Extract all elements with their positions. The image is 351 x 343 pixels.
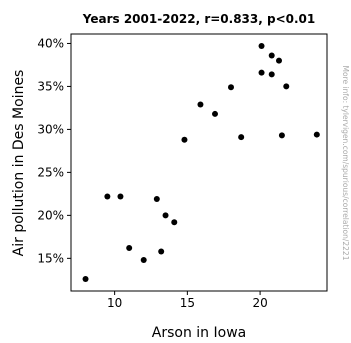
data-point: [171, 219, 178, 226]
data-point: [126, 245, 133, 252]
y-tick-label: 15%: [37, 251, 64, 265]
y-tick-label: 30%: [37, 122, 64, 136]
x-tick-label: 10: [107, 296, 122, 310]
y-tick-label: 20%: [37, 208, 64, 222]
data-point: [278, 132, 285, 139]
data-point: [153, 196, 160, 203]
data-point: [313, 131, 320, 138]
chart-title: Years 2001-2022, r=0.833, p<0.01: [82, 12, 316, 26]
data-point: [181, 136, 188, 143]
data-point: [258, 69, 265, 76]
data-point: [276, 57, 282, 64]
data-point: [162, 212, 169, 219]
y-axis: 15% 20% 25% 30% 35% 40%: [37, 36, 71, 265]
data-point: [82, 275, 89, 282]
data-point: [228, 84, 234, 91]
x-axis-title: Arson in Iowa: [152, 325, 246, 341]
y-tick-label: 35%: [37, 79, 64, 93]
data-point: [140, 257, 147, 264]
data-point: [238, 134, 245, 141]
data-points: [82, 43, 320, 282]
data-point: [268, 52, 275, 59]
watermark-text: More info: tylervigen.com/spurious/corre…: [341, 66, 350, 261]
y-tick-label: 40%: [37, 36, 64, 50]
y-tick-label: 25%: [37, 165, 64, 179]
x-tick-label: 20: [252, 296, 267, 310]
data-point: [197, 101, 204, 108]
data-point: [212, 110, 218, 117]
data-point: [158, 248, 165, 255]
data-point: [117, 193, 124, 200]
data-point: [283, 83, 290, 90]
y-axis-title: Air pollution in Des Moines: [11, 70, 27, 257]
plot-frame: [70, 33, 328, 292]
data-point: [104, 193, 111, 200]
x-tick-label: 15: [180, 296, 195, 310]
data-point: [258, 43, 265, 50]
x-axis: 10 15 20: [107, 291, 268, 310]
data-point: [268, 71, 275, 78]
